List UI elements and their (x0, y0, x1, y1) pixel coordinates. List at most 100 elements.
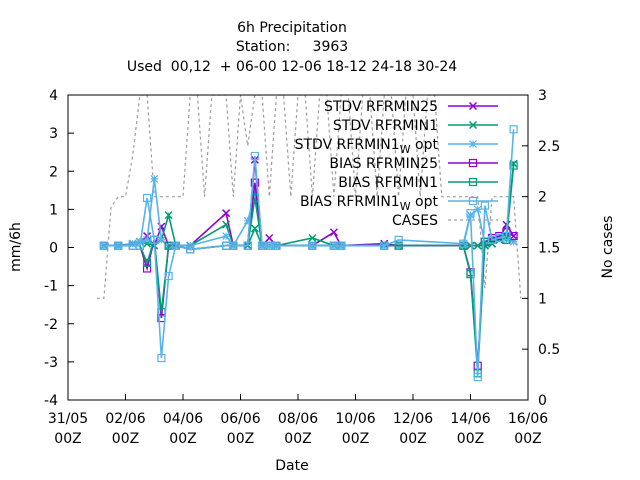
x-tick-label-hour: 00Z (342, 431, 369, 447)
y-tick-label: 0 (49, 241, 58, 257)
x-tick-label-date: 14/06 (450, 411, 490, 427)
legend-label-0: STDV RFRMIN25 (324, 99, 438, 115)
legend-label-4: BIAS RFRMIN1 (338, 175, 438, 191)
series-5-point (466, 209, 475, 218)
series-4-point (466, 270, 475, 279)
legend-swatch-marker-1 (468, 120, 478, 130)
legend-label-subscript: W (400, 143, 411, 156)
y2-tick-label: 1 (538, 291, 547, 307)
chart-title-line3: Used 00,12 + 06-00 12-06 18-12 24-18 30-… (127, 59, 457, 75)
y-tick-label: 1 (49, 202, 58, 218)
x-tick-label-hour: 00Z (169, 431, 196, 447)
axes-layer: -4 -3 -2 -1 0 1 2 3 4 0 0.5 1 1.5 2 2.5 3 31/05 00Z 02/06 0… (44, 88, 560, 447)
x-tick-label-hour: 00Z (284, 431, 311, 447)
legend-swatch-marker-2 (469, 140, 477, 148)
series-line-6 (96, 95, 522, 299)
series-5-point (150, 235, 159, 244)
series-3-point (142, 264, 152, 273)
series-group (96, 95, 522, 382)
series-4-point (394, 241, 403, 250)
y-tick-label: 2 (49, 164, 58, 180)
series-0-point (265, 233, 274, 242)
legend-label-suffix: opt (411, 137, 439, 153)
series-5-point (337, 241, 346, 250)
chart-title-line2: Station: 3963 (236, 39, 348, 55)
series-5-point (272, 241, 281, 250)
legend-label-3: BIAS RFRMIN25 (329, 156, 438, 172)
series-1-point (250, 224, 259, 233)
legend-label-2: STDV RFRMIN1W opt (295, 137, 439, 156)
legend-swatch-marker-0 (468, 101, 478, 111)
series-5-point (473, 373, 482, 382)
series-1-point (164, 211, 173, 220)
chart-title-line1: 6h Precipitation (237, 20, 347, 36)
series-5-point (480, 201, 489, 210)
y2-tick-label: 2.5 (538, 139, 560, 155)
series-2-point (509, 237, 518, 246)
series-1-point (466, 241, 475, 250)
y-tick-label: -4 (44, 393, 58, 409)
series-2-point (143, 235, 151, 244)
series-5-point (229, 241, 238, 250)
series-0-point (329, 228, 338, 237)
series-5-point (308, 241, 317, 250)
legend-label-1: STDV RFRMIN1 (333, 118, 438, 134)
series-5-point (459, 239, 468, 248)
legend-label-suffix: opt (411, 194, 439, 210)
y-tick-label: -1 (44, 279, 58, 295)
y-tick-label: 3 (49, 126, 58, 142)
series-1-point (473, 241, 482, 250)
series-2-point (222, 232, 231, 240)
series-2-point (150, 174, 159, 183)
series-4-point (509, 161, 518, 170)
y2-tick-label: 1.5 (538, 241, 560, 257)
x-tick-label-hour: 00Z (457, 431, 484, 447)
series-5-point (394, 235, 403, 244)
x-tick-label-hour: 00Z (112, 431, 139, 447)
series-5-point (99, 241, 109, 250)
legend-swatch-marker-3 (468, 158, 478, 168)
series-5-point (250, 151, 259, 161)
series-5-point (502, 231, 511, 241)
x-tick-label-hour: 00Z (399, 431, 426, 447)
series-3-point (250, 178, 259, 187)
x-tick-label-date: 12/06 (393, 411, 433, 427)
y2-tick-label: 0.5 (538, 342, 560, 358)
series-2-point (243, 216, 252, 225)
series-1-point (308, 233, 317, 242)
y2-tick-label: 2 (538, 190, 547, 206)
series-2-point (473, 205, 482, 214)
y2-axis-label: No cases (600, 216, 616, 279)
x-tick-label-date: 02/06 (105, 411, 145, 427)
series-5-point (135, 241, 144, 250)
x-tick-label-date: 31/05 (48, 411, 88, 427)
legend-swatch-marker-5 (468, 196, 478, 206)
series-1-point (143, 239, 152, 248)
y2-tick-label: 0 (538, 393, 547, 409)
series-2-point (128, 239, 137, 248)
series-5-point (243, 241, 252, 250)
series-5-point (171, 241, 180, 250)
series-5-point (114, 241, 123, 250)
y2-tick-label: 3 (538, 88, 547, 104)
series-5-point (186, 245, 195, 254)
legend-label-subscript: W (400, 200, 411, 213)
series-5-point (509, 125, 518, 134)
legend-label-main: STDV RFRMIN1 (295, 137, 400, 153)
series-0-point (222, 209, 231, 218)
y-tick-label: -3 (44, 355, 58, 371)
x-tick-label-date: 16/06 (508, 411, 548, 427)
series-5-point (380, 241, 389, 250)
series-0-point (509, 232, 518, 241)
series-5-point (164, 271, 173, 281)
x-tick-label-date: 06/06 (220, 411, 260, 427)
legend-label-6: CASES (392, 213, 438, 229)
x-tick-label-date: 10/06 (335, 411, 375, 427)
series-1-point (222, 220, 231, 229)
legend-label-main: BIAS RFRMIN1 (300, 194, 400, 210)
x-tick-label-hour: 00Z (514, 431, 541, 447)
y-axis-label: mm/6h (8, 222, 24, 272)
